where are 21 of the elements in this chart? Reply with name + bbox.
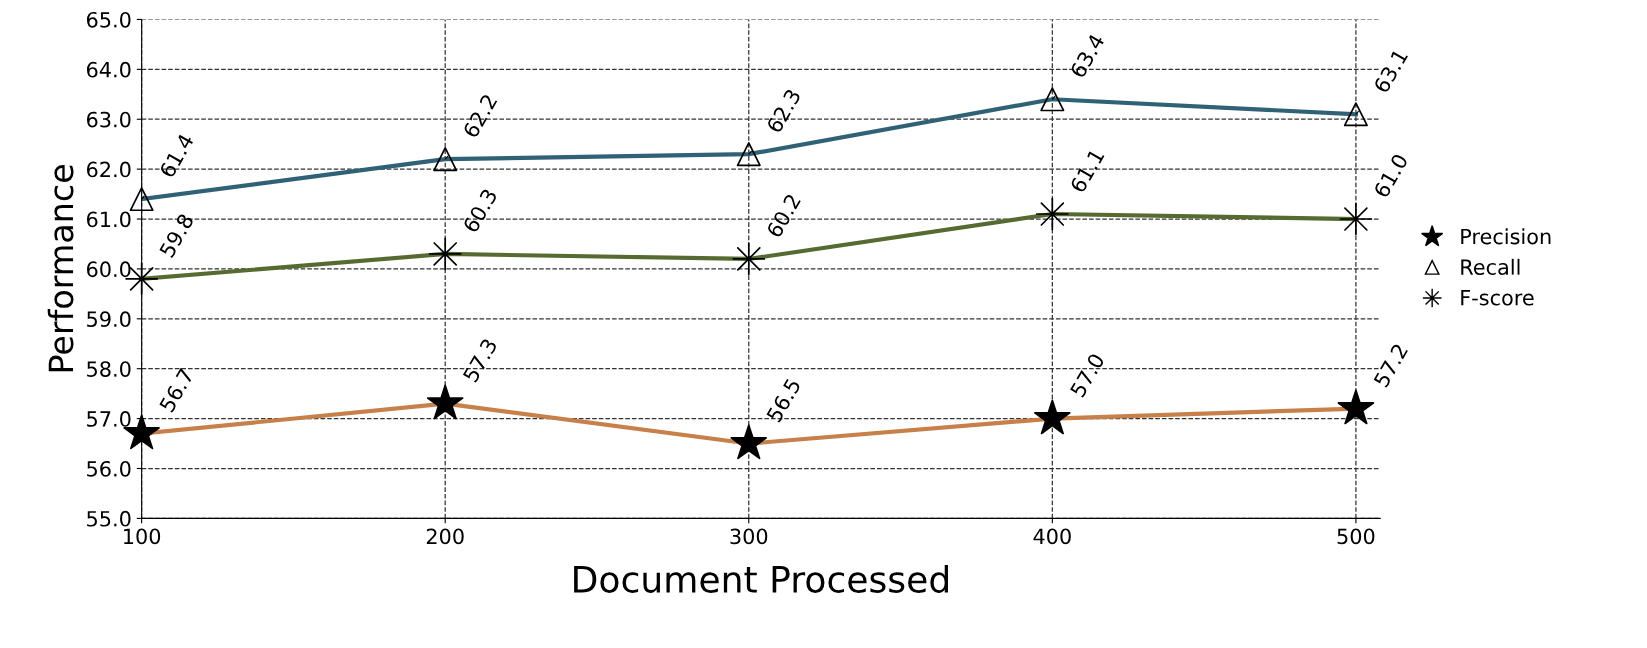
y-tick-label: 57.0 [87, 411, 131, 427]
y-axis-title: Performance [47, 165, 74, 372]
y-tick-label: 58.0 [87, 361, 131, 377]
y-tick-label: 60.0 [86, 261, 131, 278]
y-tick-label: 64.0 [86, 61, 131, 78]
x-tick-label: 300 [730, 528, 768, 545]
x-tick-label: 100 [124, 528, 161, 545]
legend-label: Precision [1461, 228, 1551, 245]
y-tick-label: 65.0 [86, 11, 131, 28]
legend-label: Recall [1461, 258, 1520, 275]
x-tick-label: 200 [426, 528, 464, 545]
y-tick-label: 63.0 [86, 111, 131, 128]
y-tick-label: 59.0 [87, 311, 131, 328]
x-axis-title: Document Processed [574, 564, 948, 593]
x-tick-label: 400 [1033, 528, 1071, 545]
y-tick-label: 55.0 [87, 510, 131, 527]
legend-label: F-score [1461, 290, 1534, 306]
y-tick-label: 62.0 [86, 161, 131, 178]
y-tick-label: 61.0 [86, 211, 131, 228]
y-tick-label: 56.0 [87, 460, 131, 477]
x-tick-label: 500 [1337, 528, 1375, 545]
